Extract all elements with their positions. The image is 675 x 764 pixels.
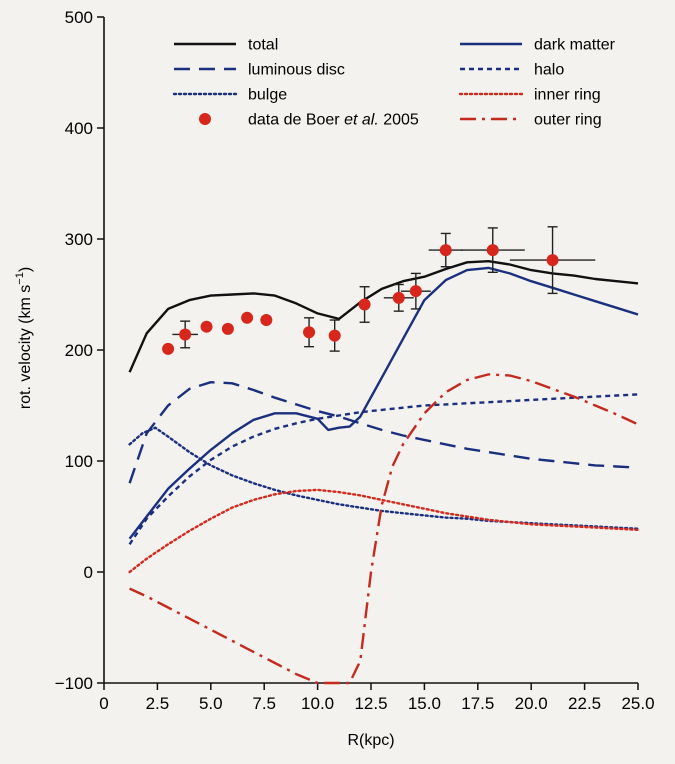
x-tick-label: 22.5 (568, 694, 601, 713)
x-tick-label: 5.0 (199, 694, 223, 713)
data-point (328, 329, 341, 342)
y-tick-label: −100 (55, 674, 93, 693)
legend-marker (199, 113, 211, 125)
series-line-inner-ring (128, 488, 640, 574)
legend-entry: data de Boer et al. 2005 (199, 112, 419, 129)
series-line-total (128, 260, 639, 373)
y-axis-label-main: rot. velocity (km s (17, 285, 34, 409)
x-axis-label: R(kpc) (347, 732, 394, 749)
legend-entry: luminous disc (174, 62, 345, 79)
x-tick-label: 15.0 (408, 694, 441, 713)
legend-entry: halo (460, 62, 564, 79)
legend-label: dark matter (534, 37, 616, 54)
axes: −100 0 100 200 300 400 500 0 2.5 5.0 7.5 10.0 12.5 15… (55, 8, 655, 713)
legend-label: bulge (248, 87, 287, 104)
legend: total luminous disc bulge data de Boer et a… (172, 37, 616, 129)
legend-entry: total (174, 37, 278, 54)
y-tick-label: 0 (84, 563, 93, 582)
x-tick-label: 10.0 (301, 694, 334, 713)
data-point (221, 322, 234, 335)
y-tick-label: 400 (65, 119, 93, 138)
legend-label-source: data de Boer (248, 112, 344, 129)
legend-label: halo (534, 62, 564, 79)
data-point (392, 291, 405, 304)
legend-label: luminous disc (248, 62, 345, 79)
data-point (260, 314, 273, 327)
legend-label-etal: et al. (344, 112, 379, 129)
y-axis-label-close: ) (17, 267, 34, 272)
legend-label: data de Boer et al. 2005 (248, 112, 419, 129)
legend-entry: inner ring (458, 87, 601, 104)
x-tick-label: 12.5 (354, 694, 387, 713)
legend-entry: outer ring (460, 112, 602, 129)
data-point (409, 285, 422, 298)
data-point (241, 311, 254, 324)
legend-label: total (248, 37, 278, 54)
series-line-luminous-disc (128, 381, 639, 484)
data-point (358, 298, 371, 311)
data-point (303, 326, 316, 339)
x-tick-label: 7.5 (252, 694, 276, 713)
data-point (546, 254, 559, 267)
x-tick-label: 17.5 (461, 694, 494, 713)
data-point (179, 328, 192, 341)
data-point (200, 320, 213, 333)
data-point (486, 244, 499, 257)
data-point (162, 342, 175, 355)
legend-label: outer ring (534, 112, 602, 129)
y-tick-label: 500 (65, 8, 93, 27)
x-tick-label: 2.5 (146, 694, 170, 713)
y-axis-label-exponent: −1 (14, 272, 26, 285)
y-tick-label: 200 (65, 341, 93, 360)
y-tick-label: 300 (65, 230, 93, 249)
y-axis-label: rot. velocity (km s−1) (14, 267, 34, 409)
series-line-halo (128, 393, 639, 545)
legend-label-year: 2005 (379, 112, 419, 129)
data-points (162, 226, 596, 355)
series-line-bulge (128, 426, 640, 530)
data-point (439, 244, 452, 257)
x-tick-label: 25.0 (621, 694, 654, 713)
y-tick-label: 100 (65, 452, 93, 471)
series-line-dark-matter (128, 266, 639, 540)
x-tick-label: 20.0 (515, 694, 548, 713)
series-line-outer-ring (129, 373, 639, 685)
x-tick-label: 0 (99, 694, 108, 713)
legend-entry: bulge (172, 87, 287, 104)
legend-label: inner ring (534, 87, 601, 104)
legend-entry: dark matter (460, 37, 616, 54)
